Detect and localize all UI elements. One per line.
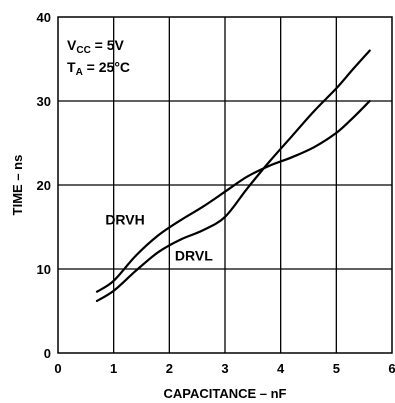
tick-labels: 0 1 2 3 4 5 6 0 10 20 30 40 xyxy=(37,10,395,376)
ta-subscript: A xyxy=(76,67,83,78)
vcc-value: = 5V xyxy=(91,37,125,53)
ta-value: = 25°C xyxy=(83,59,130,75)
x-tick-label: 0 xyxy=(54,361,61,376)
x-tick-label: 6 xyxy=(388,361,395,376)
vcc-main: V xyxy=(67,37,77,53)
series-line-drvl xyxy=(95,49,371,302)
x-tick-label: 5 xyxy=(333,361,340,376)
series-labels: DRVH DRVL xyxy=(105,211,213,263)
x-tick-label: 1 xyxy=(110,361,117,376)
y-tick-label: 30 xyxy=(37,94,51,109)
y-axis-title: TIME – ns xyxy=(10,155,25,216)
x-tick-label: 3 xyxy=(221,361,228,376)
y-tick-label: 10 xyxy=(37,262,51,277)
y-tick-label: 0 xyxy=(44,346,51,361)
vcc-subscript: CC xyxy=(76,45,90,56)
plot-frame xyxy=(57,16,393,354)
series-lines xyxy=(95,49,371,302)
grid-lines xyxy=(58,17,392,353)
series-label-drvl: DRVL xyxy=(175,248,213,264)
vcc-condition: VCC = 5V xyxy=(67,37,125,56)
ta-condition: TA = 25°C xyxy=(67,59,130,78)
x-tick-label: 2 xyxy=(166,361,173,376)
ta-main: T xyxy=(67,59,76,75)
series-line-drvh xyxy=(95,99,371,293)
y-tick-label: 20 xyxy=(37,178,51,193)
series-label-drvh: DRVH xyxy=(105,211,144,227)
x-axis-title: CAPACITANCE – nF xyxy=(163,386,286,401)
y-tick-label: 40 xyxy=(37,10,51,25)
x-tick-label: 4 xyxy=(277,361,285,376)
